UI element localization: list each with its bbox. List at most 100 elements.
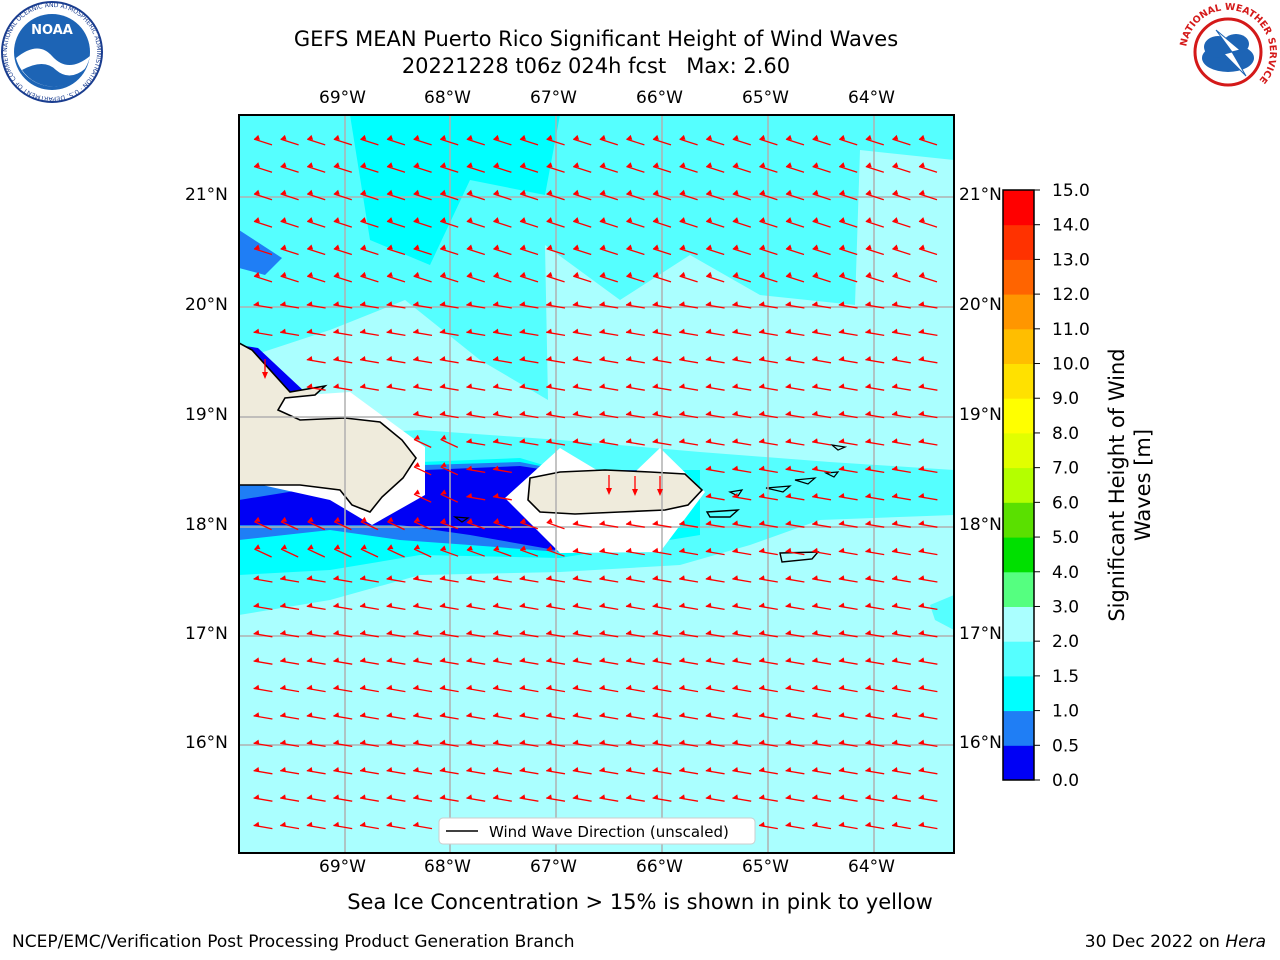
wave-direction-arrowhead xyxy=(785,465,792,471)
wave-direction-arrowhead xyxy=(785,547,792,553)
wave-direction-arrowhead xyxy=(865,684,872,690)
wave-direction-arrowhead xyxy=(306,630,313,636)
wave-direction-arrow xyxy=(706,275,725,283)
wave-direction-arrowhead xyxy=(812,493,818,499)
wave-direction-arrowhead xyxy=(759,301,765,307)
wave-direction-arrowhead xyxy=(918,575,925,581)
wave-direction-arrowhead xyxy=(865,383,872,389)
lat-label-left: 21°N xyxy=(185,185,228,205)
wave-direction-arrowhead xyxy=(705,575,712,581)
wave-direction-arrow xyxy=(386,248,406,256)
lon-label-top: 65°W xyxy=(742,88,789,108)
lon-label-bottom: 64°W xyxy=(848,857,895,877)
wave-direction-arrow xyxy=(839,138,858,146)
wave-direction-arrowhead xyxy=(732,410,739,416)
wave-direction-arrowhead xyxy=(413,575,419,581)
wave-direction-arrowhead xyxy=(759,271,766,277)
lat-label-left: 20°N xyxy=(185,295,228,315)
wave-direction-arrowhead xyxy=(572,767,579,773)
wave-direction-arrow xyxy=(626,165,645,173)
wave-direction-arrow xyxy=(413,438,432,448)
wave-direction-arrow xyxy=(626,220,645,228)
wave-direction-arrowhead xyxy=(706,134,713,140)
wave-direction-arrow xyxy=(280,521,299,531)
wave-direction-arrow xyxy=(493,549,512,557)
wave-direction-arrowhead xyxy=(333,602,340,608)
wave-direction-arrowhead xyxy=(414,516,420,522)
lon-label-top: 66°W xyxy=(636,88,683,108)
wave-direction-arrowhead xyxy=(493,189,500,195)
wave-direction-arrowhead xyxy=(732,520,739,526)
wave-direction-arrowhead xyxy=(519,794,526,800)
colorbar-tick-label: 5.0 xyxy=(1052,528,1079,548)
wave-direction-arrowhead xyxy=(865,794,872,800)
wave-direction-arrowhead xyxy=(413,328,419,334)
wave-direction-arrow xyxy=(626,138,645,146)
wave-direction-arrowhead xyxy=(892,383,898,389)
wave-direction-arrowhead xyxy=(307,189,314,195)
colorbar-segment xyxy=(1003,710,1034,746)
wave-direction-arrowhead xyxy=(573,217,580,223)
wave-direction-arrowhead xyxy=(626,712,632,718)
wave-direction-arrowhead xyxy=(466,767,473,773)
wave-direction-arrowhead xyxy=(679,630,685,636)
wave-direction-arrowhead xyxy=(493,767,499,773)
wave-direction-arrowhead xyxy=(280,328,286,334)
wave-direction-arrowhead xyxy=(307,516,314,522)
wave-direction-arrow xyxy=(573,220,592,228)
wave-direction-arrowhead xyxy=(652,684,659,690)
wave-direction-arrowhead xyxy=(360,821,366,827)
wave-direction-arrowhead xyxy=(626,630,632,636)
wave-direction-arrowhead xyxy=(414,489,420,495)
wave-direction-arrowhead xyxy=(493,328,499,334)
wave-direction-arrowhead xyxy=(493,356,499,362)
wave-direction-arrow xyxy=(732,193,751,201)
wave-direction-arrow xyxy=(812,248,831,256)
wave-direction-arrowhead xyxy=(413,217,420,223)
wave-direction-arrowhead xyxy=(705,684,712,690)
wave-direction-arrow xyxy=(812,220,831,228)
wave-direction-arrowhead xyxy=(626,767,632,773)
wave-direction-arrowhead xyxy=(918,383,925,389)
wave-direction-arrow xyxy=(812,275,831,283)
wave-direction-arrow xyxy=(307,165,326,173)
wave-direction-arrow xyxy=(546,275,565,283)
wave-direction-arrowhead xyxy=(759,383,765,389)
lat-label-right: 18°N xyxy=(959,515,1002,535)
wave-direction-arrowhead xyxy=(812,301,818,307)
legend-label: Wind Wave Direction (unscaled) xyxy=(489,823,729,841)
wave-direction-arrowhead xyxy=(253,630,260,636)
wave-direction-arrow xyxy=(812,165,831,173)
lon-label-bottom: 68°W xyxy=(424,857,471,877)
wave-direction-arrowhead xyxy=(413,630,419,636)
wave-direction-arrowhead xyxy=(892,794,898,800)
wave-direction-arrowhead xyxy=(360,301,366,307)
wave-direction-arrowhead xyxy=(653,271,659,277)
wave-direction-arrowhead xyxy=(626,684,632,690)
lat-label-left: 18°N xyxy=(185,515,228,535)
noaa-logo-text: NOAA xyxy=(31,23,73,38)
wave-direction-arrowhead xyxy=(387,244,393,250)
wave-direction-arrowhead xyxy=(572,712,579,718)
wave-direction-arrow xyxy=(599,193,618,201)
wave-direction-arrowhead xyxy=(306,301,313,307)
wave-direction-arrowhead xyxy=(520,189,526,195)
wave-direction-arrowhead xyxy=(572,657,579,663)
graticule xyxy=(239,115,954,853)
wave-direction-arrow xyxy=(519,165,539,173)
wave-direction-arrowhead xyxy=(679,410,685,416)
wave-direction-arrowhead xyxy=(759,134,766,140)
wave-direction-arrowhead xyxy=(572,547,579,553)
colorbar-segment xyxy=(1003,502,1034,538)
wave-direction-arrowhead xyxy=(705,383,712,389)
wave-direction-arrowhead xyxy=(413,301,419,307)
wave-direction-arrowhead xyxy=(253,821,260,827)
wave-direction-arrow xyxy=(413,493,432,503)
wave-direction-arrow xyxy=(546,521,565,530)
wave-direction-arrow xyxy=(280,220,299,228)
wave-direction-arrowhead xyxy=(333,356,340,362)
wave-direction-arrowhead xyxy=(493,465,499,471)
wave-direction-arrow xyxy=(387,548,405,558)
wave-direction-arrowhead xyxy=(253,657,260,663)
wave-direction-arrowhead xyxy=(493,162,500,168)
